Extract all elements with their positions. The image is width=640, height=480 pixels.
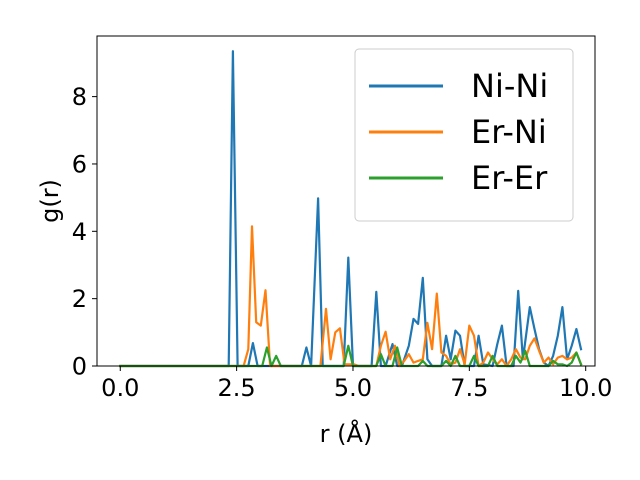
x-tick-label: 2.5: [218, 374, 256, 402]
y-tick-label: 8: [72, 83, 87, 111]
legend-label-ni-ni: Ni-Ni: [471, 67, 548, 105]
legend-label-er-er: Er-Er: [471, 159, 548, 197]
x-tick-label: 5.0: [334, 374, 372, 402]
x-tick-label: 10.0: [559, 374, 612, 402]
y-tick-label: 2: [72, 285, 87, 313]
series-line-er-ni: [119, 225, 583, 368]
legend-label-er-ni: Er-Ni: [471, 113, 547, 151]
y-tick-label: 6: [72, 150, 87, 178]
x-axis-label: r (Å): [320, 419, 373, 448]
y-axis-ticks: 0 2 4 6 8: [72, 83, 97, 381]
x-tick-label: 0.0: [101, 374, 139, 402]
axes-frame: [96, 35, 596, 367]
x-tick-label: 7.5: [450, 374, 488, 402]
y-axis-label: g(r): [36, 179, 64, 223]
y-tick-label: 0: [72, 353, 87, 381]
legend-items: Ni-Ni Er-Ni Er-Er: [369, 67, 548, 197]
y-tick-label: 4: [72, 218, 87, 246]
x-axis-ticks: 0.0 2.5 5.0 7.5 10.0: [101, 366, 612, 402]
series-line-er-er: [119, 344, 583, 368]
legend: Ni-Ni Er-Ni Er-Er: [354, 48, 574, 222]
